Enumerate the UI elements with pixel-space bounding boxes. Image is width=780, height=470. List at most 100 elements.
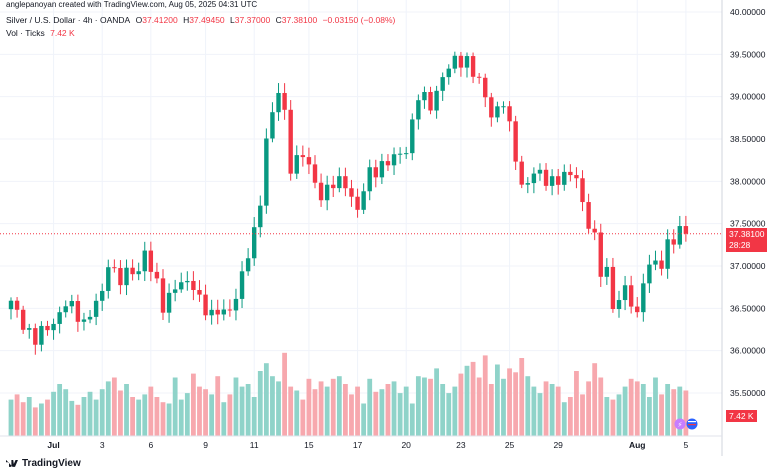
volume-bar: [105, 381, 111, 436]
volume-bar: [610, 399, 616, 436]
volume-bar: [26, 397, 32, 436]
volume-bar: [221, 402, 227, 436]
volume-bar: [488, 384, 494, 436]
time-tick-label: 20: [401, 440, 411, 450]
volume-badge: 7.42 K: [726, 410, 757, 422]
low-label: L: [230, 15, 235, 25]
price-axis[interactable]: 40.00000 39.50000 39.00000 38.50000 38.00000…: [730, 7, 766, 398]
volume-bar: [227, 394, 233, 436]
volume-bar: [209, 394, 215, 436]
candle-body: [464, 56, 470, 68]
volume-bar: [634, 381, 640, 436]
candle-body: [209, 309, 214, 316]
volume-bar: [81, 397, 87, 436]
volume-bar: [683, 390, 689, 436]
symbol-title[interactable]: Silver / U.S. Dollar · 4h · OANDA: [6, 15, 131, 25]
candle-body: [434, 90, 439, 111]
candle-body: [586, 202, 591, 229]
candle-body: [653, 260, 658, 265]
time-tick-label: 25: [505, 440, 515, 450]
candle-body: [69, 301, 74, 307]
volume-bar: [233, 377, 239, 436]
candle-body: [8, 300, 14, 310]
volume-bar: [276, 381, 281, 436]
time-tick-label: 11: [250, 440, 259, 450]
candle-body: [264, 138, 269, 206]
candle-body: [549, 176, 555, 186]
candle-body: [185, 280, 190, 283]
tradingview-text: TradingView: [22, 458, 81, 469]
event-lightning-icon[interactable]: [674, 418, 686, 430]
candle-body: [373, 167, 378, 178]
candle-body: [397, 153, 403, 155]
candle-body: [671, 239, 676, 245]
volume-bar: [671, 389, 677, 436]
time-axis[interactable]: Jul 3 6 9 11 15 17 20 23 25 29 Aug 5: [47, 440, 688, 450]
volume-bar: [428, 378, 433, 436]
candle-body: [331, 184, 336, 189]
volume-bar: [458, 373, 464, 436]
volume-bar: [391, 381, 397, 436]
volume-legend[interactable]: Vol · Ticks 7.42 K: [6, 28, 78, 38]
candle-body: [641, 283, 646, 313]
candle-body: [458, 55, 464, 68]
last-price-badge: 37.38100 28:28: [726, 228, 768, 252]
tradingview-logo[interactable]: TradingView: [6, 458, 81, 469]
volume-bar: [379, 389, 385, 436]
volume-bar: [87, 391, 93, 436]
candle-body: [610, 266, 616, 310]
volume-bar: [677, 386, 683, 436]
candle-body: [306, 157, 312, 165]
candle-body: [416, 100, 421, 120]
volume-bar: [561, 402, 567, 436]
last-price-value: 37.38100: [729, 229, 765, 239]
volume-bar: [403, 386, 409, 436]
high-value: 37.49450: [189, 15, 225, 25]
candle-body: [355, 196, 360, 210]
volume-bar: [239, 386, 245, 436]
volume-bar: [191, 373, 196, 436]
price-tick-label: 39.50000: [730, 49, 766, 59]
bar-countdown: 28:28: [729, 240, 751, 250]
candle-body: [616, 300, 622, 310]
candle-body: [81, 319, 87, 322]
volume-bar: [184, 393, 190, 436]
candle-body: [118, 268, 123, 286]
candle-body: [14, 300, 20, 310]
volume-bar: [543, 381, 549, 436]
candle-body: [574, 175, 579, 179]
candle-body: [568, 171, 573, 176]
candle-body: [276, 92, 281, 113]
candlesticks: [8, 51, 689, 355]
volume-bar: [63, 389, 69, 436]
volume-bar: [20, 402, 26, 436]
price-tick-label: 39.00000: [730, 92, 766, 102]
candle-body: [221, 309, 226, 315]
volume-bar: [69, 400, 75, 436]
volume-bar: [665, 384, 671, 436]
candle-body: [470, 56, 476, 77]
low-value: 37.37000: [234, 15, 271, 25]
volume-bar: [604, 397, 610, 436]
volume-bar: [336, 376, 342, 436]
candle-body: [87, 316, 93, 320]
time-tick-label: 9: [203, 440, 208, 450]
candle-body: [160, 278, 166, 313]
volume-bar: [586, 381, 591, 436]
volume-bar: [567, 397, 573, 436]
candle-body: [57, 312, 62, 324]
volume-label[interactable]: Vol · Ticks: [6, 28, 45, 38]
volume-bar: [367, 378, 373, 436]
vol-overlay-icons[interactable]: ⚡: [674, 418, 698, 430]
candle-body: [282, 92, 287, 110]
time-tick-label: 3: [100, 440, 105, 450]
time-tick-label: Jul: [47, 440, 59, 450]
symbol-ohlc-legend[interactable]: Silver / U.S. Dollar · 4h · OANDA O37.41…: [6, 15, 398, 25]
open-value: 37.41200: [142, 15, 178, 25]
volume-bars: [8, 352, 689, 436]
candle-body: [507, 106, 512, 122]
candle-body: [525, 183, 530, 185]
volume-bar: [452, 386, 458, 436]
candle-body: [422, 92, 427, 101]
